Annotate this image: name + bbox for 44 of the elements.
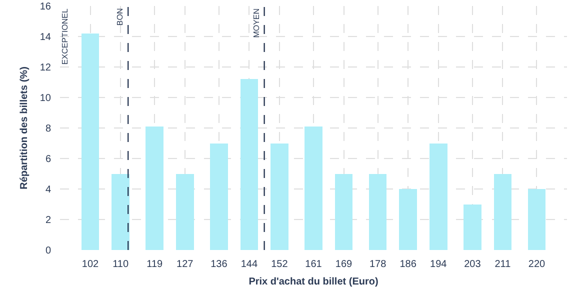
y-tick-label: 2 [45, 215, 52, 226]
x-tick-label: 127 [176, 259, 194, 270]
y-tick-label: 0 [45, 246, 52, 256]
x-tick-label: 161 [305, 259, 322, 270]
bar [494, 174, 512, 250]
x-tick-label: 136 [210, 259, 228, 270]
y-tick-label: 14 [40, 32, 52, 43]
ref-line-label: BON [116, 8, 125, 26]
y-tick-label: 12 [40, 62, 52, 74]
x-tick-label: 102 [82, 259, 100, 270]
x-tick-label: 178 [369, 259, 387, 270]
y-tick-label: 8 [45, 124, 52, 134]
bar [399, 189, 417, 250]
x-tick-label: 144 [240, 259, 258, 270]
annotation: EXCEPTIONEL [60, 8, 70, 65]
bar [464, 204, 482, 250]
y-tick-label: 16 [40, 2, 52, 12]
bar [240, 79, 258, 250]
bar [304, 126, 322, 250]
bar [270, 143, 288, 250]
y-tick-label: 4 [45, 184, 52, 196]
bar [210, 143, 228, 250]
x-tick-label: 194 [430, 259, 448, 270]
bar [81, 33, 100, 250]
bar [146, 126, 164, 250]
x-tick-label: 203 [464, 259, 482, 270]
x-tick-label: 220 [528, 259, 546, 270]
x-tick-label: 110 [112, 259, 129, 270]
x-tick-label: 169 [335, 259, 353, 270]
bar [429, 143, 448, 250]
x-tick-label: 186 [400, 259, 417, 270]
bar [334, 174, 353, 250]
bar [368, 174, 387, 250]
x-tick-label: 152 [271, 259, 288, 270]
y-tick-label: 6 [45, 154, 52, 165]
bar [112, 174, 130, 250]
y-axis-title: Répartition des billets (%) [18, 66, 30, 190]
bar [528, 189, 546, 250]
x-axis-title: Prix d'achat du billet (Euro) [248, 276, 378, 288]
ref-line-label: MOYEN [252, 8, 261, 38]
y-tick-label: 10 [40, 93, 52, 104]
x-tick-label: 119 [146, 259, 163, 270]
bar [176, 174, 194, 250]
x-tick-label: 211 [494, 259, 512, 270]
